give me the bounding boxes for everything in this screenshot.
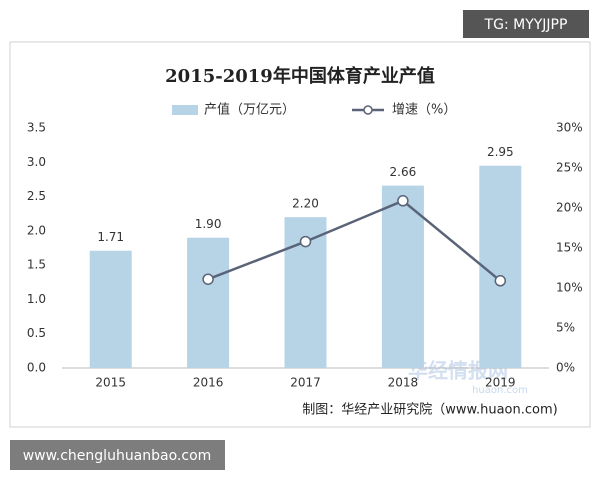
bar-value-label: 2.66 bbox=[390, 165, 417, 179]
y-tick-label: 1.0 bbox=[27, 292, 46, 306]
line bbox=[207, 199, 502, 282]
bar-value-label: 1.71 bbox=[97, 230, 124, 244]
y2-tick-label: 20% bbox=[556, 201, 583, 215]
x-tick-label: 2015 bbox=[95, 376, 126, 390]
bar bbox=[381, 185, 424, 368]
legend-label: 产值（万亿元） bbox=[204, 102, 295, 118]
x-tick-label: 2018 bbox=[388, 376, 419, 390]
y-tick-label: 3.5 bbox=[27, 121, 46, 135]
y2-tick-label: 10% bbox=[556, 281, 583, 295]
source-note: 制图：华经产业研究院（www.huaon.com) bbox=[302, 403, 557, 418]
y2-tick-label: 30% bbox=[556, 121, 583, 135]
y-tick-label: 2.5 bbox=[27, 189, 46, 203]
x-tick-label: 2016 bbox=[193, 376, 224, 390]
y-tick-label: 3.0 bbox=[27, 155, 46, 169]
line-marker bbox=[299, 235, 312, 248]
x-tick-label: 2019 bbox=[485, 376, 516, 390]
footer-url: www.chengluhuanbao.com bbox=[23, 448, 212, 464]
bar-value-label: 1.90 bbox=[195, 217, 222, 231]
bar bbox=[479, 165, 522, 368]
bar bbox=[187, 237, 230, 368]
x-tick-label: 2017 bbox=[290, 376, 321, 390]
line-marker bbox=[397, 195, 409, 207]
legend-marker bbox=[363, 105, 373, 115]
y2-tick-label: 5% bbox=[556, 321, 575, 335]
badge: TG: MYYJJPP bbox=[484, 17, 568, 33]
legend-swatch bbox=[172, 105, 198, 115]
bar-value-label: 2.20 bbox=[292, 197, 319, 211]
y-tick-label: 0.0 bbox=[27, 361, 46, 375]
y2-tick-label: 15% bbox=[556, 241, 583, 255]
bar bbox=[89, 250, 132, 368]
bar-value-label: 2.95 bbox=[487, 145, 514, 159]
line-marker bbox=[494, 275, 507, 287]
y2-tick-label: 0% bbox=[556, 361, 575, 375]
chart-title: 2015-2019年中国体育产业产值 bbox=[165, 65, 435, 87]
watermark-url: huaon.com bbox=[472, 385, 528, 396]
line-marker bbox=[202, 273, 214, 285]
legend-label: 增速（%） bbox=[392, 103, 456, 118]
y-tick-label: 2.0 bbox=[27, 223, 46, 237]
footer-bg bbox=[10, 440, 225, 470]
y-tick-label: 0.5 bbox=[27, 326, 46, 340]
y2-tick-label: 25% bbox=[556, 161, 583, 175]
badge-bg bbox=[463, 10, 589, 38]
y-tick-label: 1.5 bbox=[27, 258, 46, 272]
